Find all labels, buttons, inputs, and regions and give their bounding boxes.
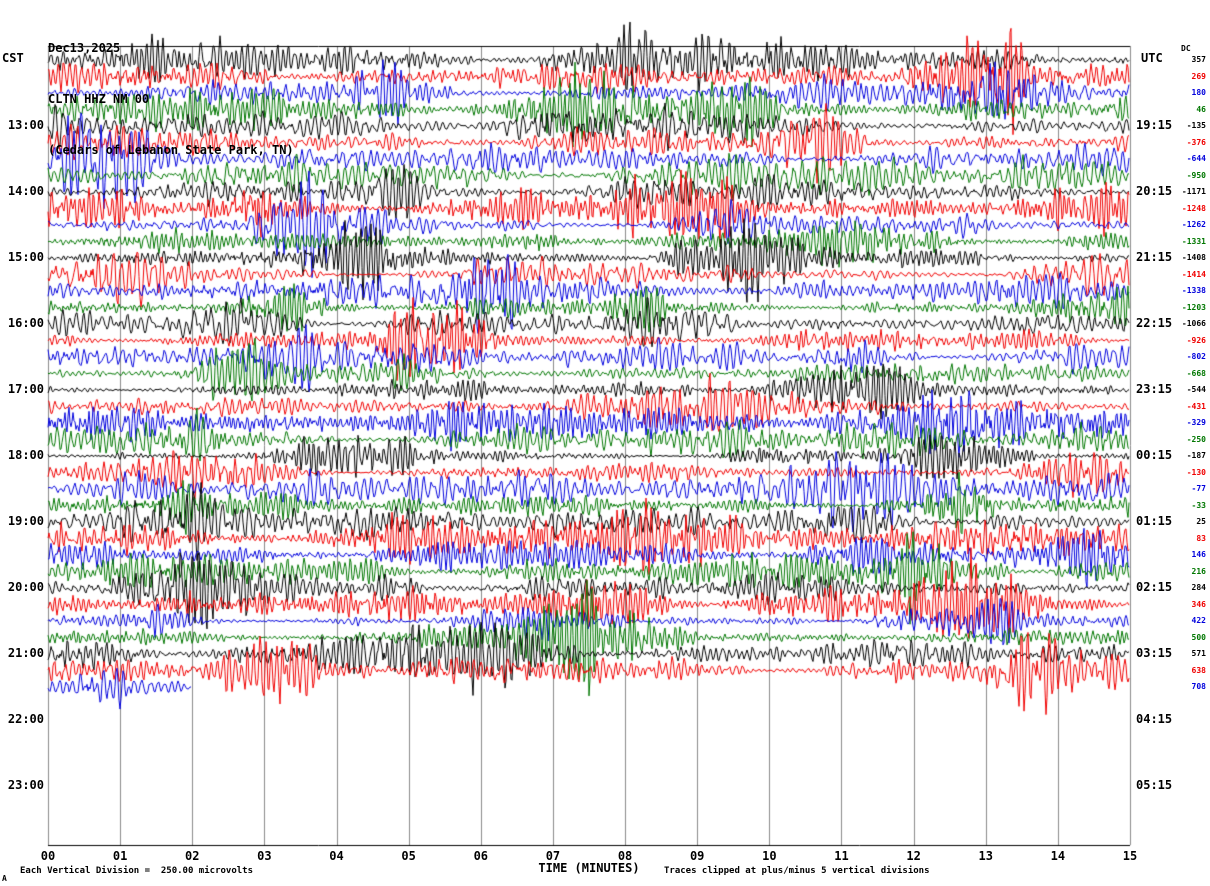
x-tick-label: 03	[257, 849, 272, 863]
x-axis-title: TIME (MINUTES)	[538, 861, 640, 875]
right-timezone-label: UTC	[1141, 51, 1163, 65]
left-time-label: 18:00	[7, 448, 44, 462]
footer-scale-note: Each Vertical Division = 250.00 microvol…	[20, 866, 253, 876]
right-time-label: 22:15	[1136, 316, 1173, 330]
dc-offset-value: -1338	[1181, 286, 1206, 295]
x-tick-label: 15	[1122, 849, 1138, 863]
x-tick-label: 02	[185, 849, 200, 863]
dc-offset-value: -544	[1186, 385, 1206, 394]
dc-offset-value: -431	[1186, 401, 1206, 411]
left-time-label: 17:00	[7, 382, 44, 396]
right-time-label: 23:15	[1136, 382, 1173, 396]
dc-offset-value: -1066	[1181, 319, 1206, 328]
dc-offset-value: 216	[1191, 566, 1206, 576]
x-tick-label: 14	[1050, 849, 1066, 863]
dc-offset-value: -33	[1191, 500, 1206, 510]
left-time-label: 20:00	[7, 580, 44, 594]
dc-offset-value: 708	[1191, 682, 1206, 691]
dc-offset-value: -187	[1186, 451, 1206, 460]
x-tick-label: 09	[689, 849, 705, 863]
dc-offset-value: -135	[1186, 121, 1206, 130]
dc-offset-value: -950	[1186, 170, 1206, 180]
dc-offset-value: -1262	[1181, 220, 1206, 229]
right-time-label: 04:15	[1136, 712, 1173, 726]
title-location: (Cedars of Lebanon State Park, TN)	[48, 143, 294, 157]
dc-offset-value: -1331	[1181, 236, 1206, 246]
x-tick-label: 05	[401, 849, 416, 863]
dc-offset-value: -130	[1186, 467, 1206, 477]
x-tick-label: 11	[834, 849, 849, 863]
left-timezone-label: CST	[2, 51, 24, 65]
dc-offset-value: 83	[1196, 533, 1206, 543]
dc-offset-value: -1408	[1181, 253, 1206, 262]
corner-mark: A	[2, 874, 7, 883]
dc-offset-value: 500	[1191, 632, 1206, 642]
x-tick-label: 12	[906, 849, 921, 863]
dc-offset-value: -1248	[1181, 203, 1206, 213]
dc-offset-value: -77	[1191, 484, 1206, 493]
title-date: Dec13,2025	[48, 41, 121, 55]
title-station: CLTN HHZ NM 00	[48, 92, 150, 106]
right-time-label: 01:15	[1136, 514, 1173, 528]
x-tick-label: 10	[762, 849, 777, 863]
right-time-label: 21:15	[1136, 250, 1173, 264]
x-tick-label: 13	[978, 849, 993, 863]
dc-offset-value: 422	[1191, 616, 1206, 625]
right-time-label: 05:15	[1136, 778, 1173, 792]
dc-offset-value: -802	[1186, 352, 1206, 361]
dc-offset-value: 357	[1191, 55, 1206, 64]
right-time-label: 02:15	[1136, 580, 1173, 594]
dc-offset-value: -1203	[1181, 302, 1206, 312]
dc-column-header: DC	[1181, 44, 1191, 53]
title-block: Dec13,2025 CLTN HHZ NM 00 (Cedars of Leb…	[48, 4, 294, 195]
dc-offset-value: -644	[1186, 154, 1206, 163]
dc-offset-value: 346	[1191, 599, 1206, 609]
left-time-label: 14:00	[7, 184, 44, 198]
dc-offset-value: -926	[1186, 335, 1206, 345]
dc-offset-value: 638	[1191, 665, 1206, 675]
left-time-label: 16:00	[7, 316, 44, 330]
left-time-label: 13:00	[7, 118, 44, 132]
right-time-label: 00:15	[1136, 448, 1173, 462]
left-time-label: 21:00	[7, 646, 44, 660]
right-time-label: 20:15	[1136, 184, 1173, 198]
left-time-label: 22:00	[7, 712, 44, 726]
dc-offset-value: 269	[1191, 71, 1206, 81]
x-tick-label: 00	[40, 849, 56, 863]
x-tick-label: 04	[329, 849, 344, 863]
right-time-label: 19:15	[1136, 118, 1173, 132]
dc-offset-value: -1414	[1181, 269, 1206, 279]
left-time-label: 23:00	[7, 778, 44, 792]
dc-offset-value: 25	[1196, 517, 1206, 526]
dc-offset-value: 180	[1191, 88, 1206, 97]
x-tick-label: 01	[112, 849, 128, 863]
dc-offset-value: 284	[1191, 583, 1206, 592]
dc-offset-value: 571	[1191, 649, 1206, 658]
dc-offset-value: 46	[1196, 104, 1206, 114]
dc-offset-value: -329	[1186, 418, 1206, 427]
dc-offset-value: -250	[1186, 434, 1206, 444]
right-time-label: 03:15	[1136, 646, 1173, 660]
x-tick-label: 06	[473, 849, 489, 863]
x-tick-label: 07	[545, 849, 561, 863]
left-time-label: 15:00	[7, 250, 44, 264]
left-time-label: 19:00	[7, 514, 44, 528]
dc-offset-value: -1171	[1181, 187, 1206, 196]
dc-offset-value: -376	[1186, 137, 1206, 147]
dc-offset-value: -668	[1186, 368, 1206, 378]
footer-clip-note: Traces clipped at plus/minus 5 vertical …	[664, 866, 930, 876]
dc-offset-value: 146	[1191, 550, 1206, 559]
x-tick-label: 08	[617, 849, 633, 863]
